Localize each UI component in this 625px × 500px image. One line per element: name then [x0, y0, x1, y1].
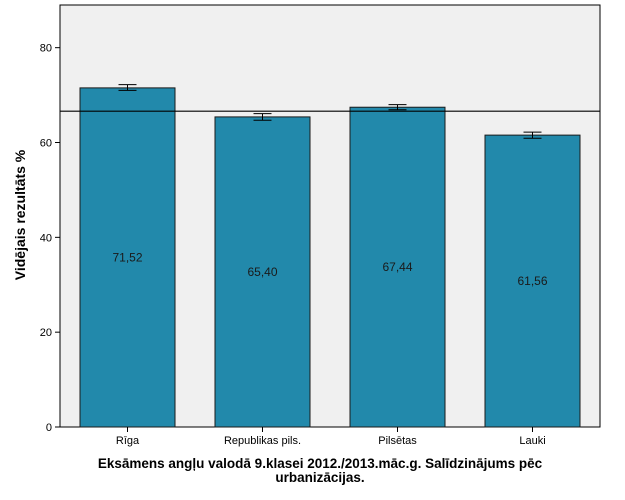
data-label: 67,44 [382, 260, 412, 274]
x-tick-label: Pilsētas [378, 435, 417, 447]
y-tick-label: 20 [40, 327, 52, 339]
x-tick-label: Lauki [519, 435, 545, 447]
y-tick-label: 80 [40, 43, 52, 55]
x-tick-label: Republikas pils. [224, 435, 301, 447]
x-axis-title: Eksāmens angļu valodā 9.klasei 2012./201… [97, 456, 543, 485]
y-tick-label: 60 [40, 138, 52, 150]
y-axis-title-wrap: Vidējais rezultāts % [10, 0, 30, 500]
y-tick-label: 0 [46, 422, 52, 434]
bar [484, 134, 581, 428]
bar [349, 106, 446, 428]
y-axis-title: Vidējais rezultāts % [12, 149, 28, 281]
data-label: 61,56 [517, 274, 547, 288]
bar [79, 87, 176, 428]
y-tick-label: 40 [40, 232, 52, 244]
data-label: 71,52 [112, 250, 142, 264]
x-tick-label: Rīga [116, 435, 140, 447]
data-label: 65,40 [247, 265, 277, 279]
